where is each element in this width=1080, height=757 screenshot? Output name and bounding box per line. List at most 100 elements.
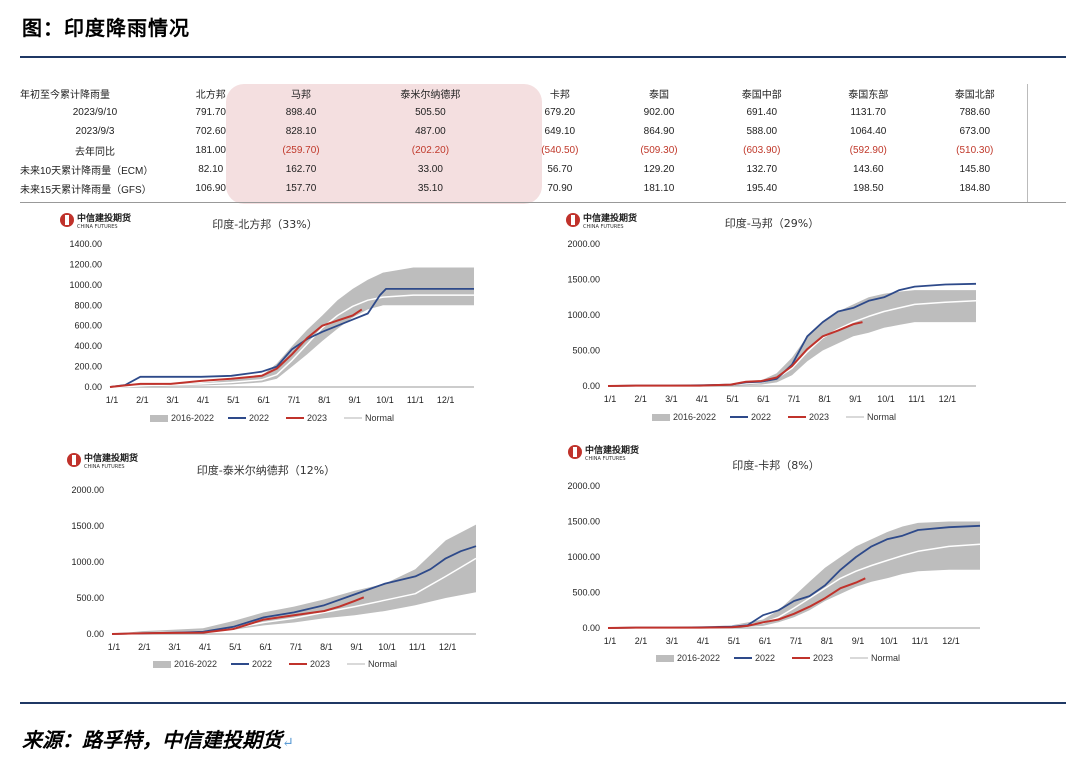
x-tick-label: 2/1	[136, 395, 149, 405]
y-tick-label: 1400.00	[69, 239, 102, 249]
table-row-label: 去年同比	[75, 147, 115, 158]
table-cell: 691.40	[746, 107, 778, 118]
x-tick-label: 9/1	[852, 636, 865, 646]
x-tick-label: 1/1	[604, 394, 617, 404]
x-tick-label: 6/1	[257, 395, 270, 405]
y-tick-label: 500.00	[76, 593, 104, 603]
y-tick-label: 500.00	[572, 346, 600, 356]
table-cell: 702.60	[195, 126, 226, 137]
table-cell: 195.40	[746, 183, 778, 194]
chart-tamil-nadu: 中信建投期货 CHINA FUTURES 印度-泰米尔纳德邦（12%） 0.00 500…	[20, 444, 520, 679]
range-band-2016-2022	[112, 524, 476, 634]
range-band-2016-2022	[608, 521, 980, 628]
legend-swatch	[652, 414, 670, 421]
x-tick-label: 3/1	[665, 394, 678, 404]
y-tick-label: 400.00	[74, 341, 102, 351]
table-row: 未来10天累计降雨量（ECM） 82.10 162.70 33.00 56.70 129.…	[20, 160, 1028, 179]
table-row: 2023/9/3 702.60 828.10 487.00 649.10 864.90 58…	[20, 122, 1028, 141]
x-tick-label: 1/1	[108, 642, 121, 652]
legend-swatch	[656, 655, 674, 662]
x-tick-label: 11/1	[409, 642, 426, 652]
legend-label: 2023	[809, 412, 829, 422]
y-tick-label: 500.00	[572, 588, 600, 598]
legend-label: 2016-2022	[174, 659, 217, 669]
logo-cn-text: 中信建投期货	[77, 212, 131, 224]
x-tick-label: 5/1	[227, 395, 240, 405]
header-rule	[20, 56, 1066, 58]
range-band-2016-2022	[110, 267, 474, 387]
table-header-cell: 泰国	[648, 90, 669, 101]
table-cell: 649.10	[544, 126, 576, 137]
x-tick-label: 10/1	[376, 395, 394, 405]
x-tick-label: 1/1	[604, 636, 617, 646]
y-tick-label: 600.00	[74, 321, 102, 331]
x-tick-label: 8/1	[318, 395, 331, 405]
y-tick-label: 1000.00	[71, 557, 104, 567]
table-cell: (540.50)	[541, 145, 579, 156]
legend-label: 2023	[813, 653, 833, 663]
chart-title: 印度-卡邦（8%）	[732, 458, 819, 472]
x-tick-label: 4/1	[697, 636, 710, 646]
x-tick-label: 6/1	[259, 642, 272, 652]
series-line-2023	[607, 321, 863, 387]
logo-en-text: CHINA FUTURES	[583, 224, 624, 230]
logo-en-text: CHINA FUTURES	[585, 456, 626, 462]
table-cell: 157.70	[285, 183, 317, 194]
legend-label: 2022	[755, 653, 775, 663]
table-cell: 673.00	[959, 126, 991, 137]
table-cell: 487.00	[415, 126, 446, 137]
x-tick-label: 3/1	[168, 642, 181, 652]
legend-label: 2016-2022	[677, 653, 720, 663]
x-tick-label: 5/1	[229, 642, 242, 652]
chart-karnataka: 中信建投期货 CHINA FUTURES 印度-卡邦（8%） 0.00 500.00 10…	[528, 438, 1028, 678]
legend-label: 2023	[307, 413, 327, 423]
legend-label: Normal	[871, 653, 900, 663]
x-tick-label: 11/1	[407, 395, 424, 405]
y-tick-label: 0.00	[582, 381, 600, 391]
table-row: 2023/9/10 791.70 898.40 505.50 679.20 902.00 6…	[20, 103, 1028, 122]
table-row: 去年同比 181.00 (259.70) (202.20) (540.50) (509.3…	[20, 141, 1028, 160]
series-line-2023	[607, 577, 866, 629]
table-cell: 791.70	[195, 107, 226, 118]
x-tick-label: 12/1	[437, 395, 455, 405]
table-cell: 1064.40	[850, 126, 887, 137]
table-cell: 106.90	[195, 183, 226, 194]
table-cell: 145.80	[959, 164, 991, 175]
legend-label: 2016-2022	[171, 413, 214, 423]
table-row-label: 未来15天累计降雨量（GFS）	[20, 185, 152, 196]
table-highlight	[226, 84, 542, 204]
x-tick-label: 6/1	[757, 394, 770, 404]
chart-north: 中信建投期货 CHINA FUTURES 印度-北方邦（33%） 0.00 200.00…	[20, 204, 520, 434]
table-cell: (592.90)	[849, 145, 887, 156]
x-tick-label: 4/1	[696, 394, 709, 404]
table-cell: 35.10	[417, 183, 443, 194]
chart-title: 印度-北方邦（33%）	[212, 217, 317, 231]
source-note: 来源：路孚特，中信建投期货↵	[22, 724, 294, 753]
x-tick-label: 8/1	[320, 642, 333, 652]
x-tick-label: 12/1	[939, 394, 957, 404]
table-cell: 70.90	[547, 183, 573, 194]
table-cell: 33.00	[417, 164, 443, 175]
x-tick-label: 7/1	[290, 642, 303, 652]
table-cell: 129.20	[643, 164, 675, 175]
y-tick-label: 0.00	[84, 382, 102, 392]
table-row-label: 未来10天累计降雨量（ECM）	[20, 166, 154, 177]
x-tick-label: 7/1	[288, 395, 301, 405]
x-tick-label: 3/1	[166, 395, 179, 405]
table-cell: 828.10	[285, 126, 317, 137]
footer-rule	[20, 702, 1066, 704]
y-tick-label: 0.00	[582, 623, 600, 633]
table-cell: 181.10	[643, 183, 675, 194]
logo-en-text: CHINA FUTURES	[84, 464, 125, 470]
y-tick-label: 1500.00	[567, 275, 600, 285]
x-tick-label: 2/1	[635, 636, 648, 646]
legend-label: 2022	[249, 413, 269, 423]
table-cell: 198.50	[852, 183, 884, 194]
x-tick-label: 8/1	[821, 636, 834, 646]
table-cell: 181.00	[195, 145, 226, 156]
x-tick-label: 9/1	[849, 394, 862, 404]
